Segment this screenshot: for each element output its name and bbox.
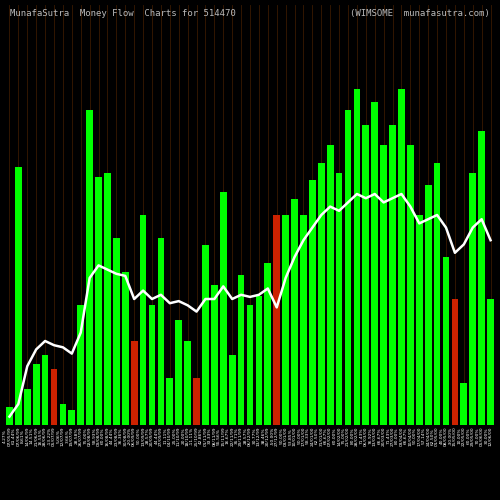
Bar xyxy=(487,299,494,425)
Bar xyxy=(131,341,138,425)
Bar xyxy=(282,215,289,425)
Bar xyxy=(274,215,280,425)
Bar xyxy=(416,215,422,425)
Bar xyxy=(24,389,30,425)
Bar xyxy=(318,162,324,425)
Bar xyxy=(220,192,226,425)
Bar xyxy=(362,125,369,425)
Bar xyxy=(372,102,378,425)
Bar xyxy=(50,370,58,425)
Bar xyxy=(336,173,342,425)
Bar xyxy=(309,180,316,425)
Bar xyxy=(246,305,254,425)
Bar xyxy=(193,378,200,425)
Bar xyxy=(344,110,352,425)
Bar xyxy=(407,145,414,425)
Bar xyxy=(327,145,334,425)
Bar xyxy=(60,404,66,425)
Text: (WIMSOME  munafasutra.com): (WIMSOME munafasutra.com) xyxy=(350,9,490,18)
Bar xyxy=(184,341,191,425)
Bar xyxy=(6,407,13,425)
Bar xyxy=(425,185,432,425)
Bar xyxy=(78,305,84,425)
Bar xyxy=(15,167,22,425)
Bar xyxy=(176,320,182,425)
Bar xyxy=(264,264,271,425)
Bar xyxy=(291,199,298,425)
Bar xyxy=(86,110,93,425)
Bar xyxy=(95,178,102,425)
Bar xyxy=(238,275,244,425)
Bar xyxy=(122,272,128,425)
Bar xyxy=(470,173,476,425)
Bar xyxy=(452,299,458,425)
Bar xyxy=(460,383,467,425)
Bar xyxy=(380,145,387,425)
Bar xyxy=(256,296,262,425)
Bar xyxy=(158,238,164,425)
Bar xyxy=(442,257,450,425)
Bar xyxy=(68,410,75,425)
Bar xyxy=(354,89,360,425)
Bar xyxy=(434,162,440,425)
Bar xyxy=(229,355,235,425)
Bar xyxy=(202,245,209,425)
Bar xyxy=(398,89,405,425)
Bar xyxy=(211,285,218,425)
Bar xyxy=(389,125,396,425)
Bar xyxy=(300,215,307,425)
Bar xyxy=(478,131,485,425)
Bar xyxy=(33,364,40,425)
Bar xyxy=(148,305,156,425)
Bar xyxy=(166,378,173,425)
Bar xyxy=(104,173,111,425)
Bar xyxy=(140,215,146,425)
Bar xyxy=(113,238,119,425)
Text: MunafaSutra  Money Flow  Charts for 514470: MunafaSutra Money Flow Charts for 514470 xyxy=(10,9,235,18)
Bar xyxy=(42,356,48,425)
